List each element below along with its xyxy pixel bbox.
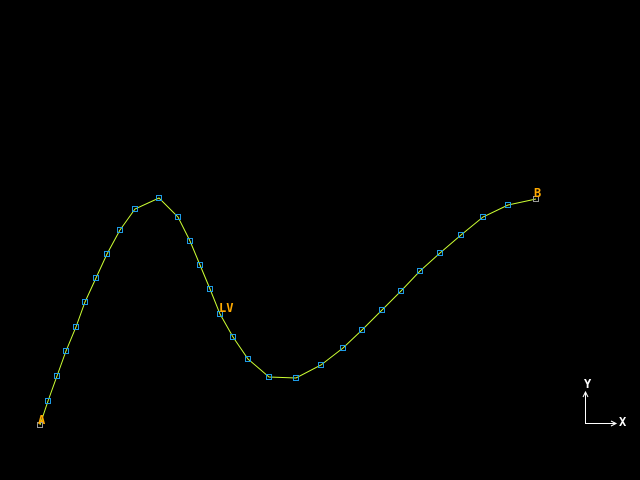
- node-marker: [54, 373, 60, 379]
- node-marker: [417, 268, 423, 274]
- node-marker: [93, 275, 99, 281]
- node-marker: [318, 362, 324, 368]
- node-marker: [379, 307, 385, 313]
- node-marker: [132, 206, 138, 212]
- x-arrowhead-icon: [610, 420, 618, 427]
- node-marker: [293, 375, 299, 381]
- node-marker: [245, 356, 251, 362]
- node-marker: [217, 311, 223, 317]
- node-marker: [458, 232, 464, 238]
- node-markers: [37, 195, 539, 428]
- node-marker: [37, 422, 43, 428]
- node-marker: [156, 195, 162, 201]
- node-marker: [45, 398, 51, 404]
- keypoint-label-a: A: [38, 413, 46, 427]
- spline-curve: [39, 197, 537, 426]
- node-marker: [197, 262, 203, 268]
- node-marker: [175, 214, 181, 220]
- y-axis-label: Y: [584, 377, 592, 391]
- node-marker: [340, 345, 346, 351]
- node-marker: [104, 251, 110, 257]
- node-marker: [73, 324, 79, 330]
- node-marker: [359, 327, 365, 333]
- node-marker: [437, 250, 443, 256]
- node-marker: [398, 288, 404, 294]
- node-marker: [117, 227, 123, 233]
- node-marker: [533, 196, 539, 202]
- node-marker: [187, 238, 193, 244]
- node-marker: [480, 214, 486, 220]
- x-axis-label: X: [619, 415, 627, 429]
- node-marker: [63, 348, 69, 354]
- axis-triad: [582, 390, 618, 427]
- keypoint-label-b: B: [534, 186, 541, 200]
- node-marker: [230, 334, 236, 340]
- node-marker: [505, 202, 511, 208]
- y-arrowhead-icon: [582, 390, 589, 398]
- line-label-lv: LV: [219, 301, 233, 315]
- node-marker: [266, 374, 272, 380]
- node-marker: [207, 286, 213, 292]
- node-marker: [82, 299, 88, 305]
